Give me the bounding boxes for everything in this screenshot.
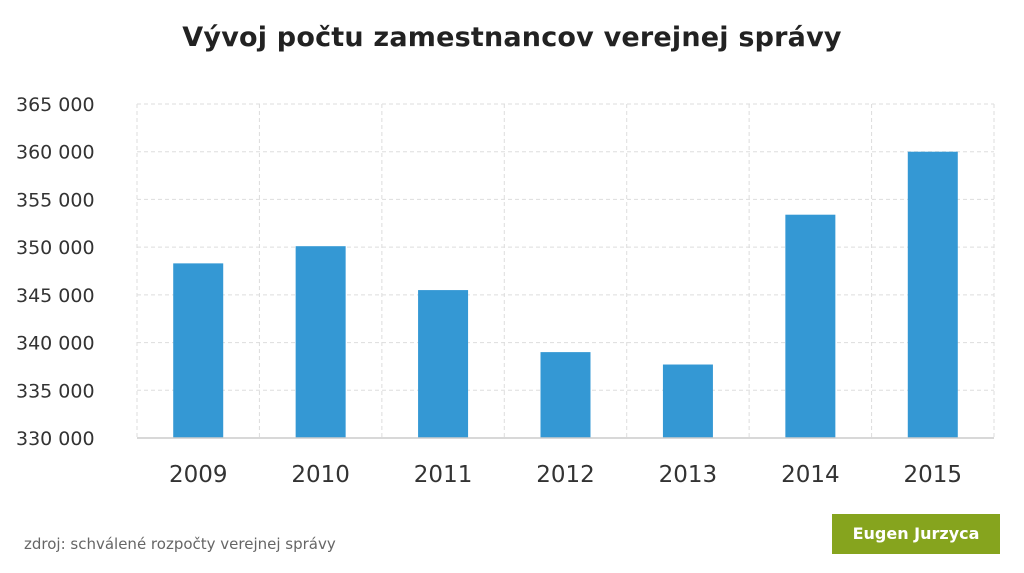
x-tick-label: 2009	[169, 462, 228, 488]
y-tick-label: 345 000	[16, 285, 95, 307]
x-tick-label: 2011	[414, 462, 473, 488]
y-tick-label: 350 000	[16, 237, 95, 259]
y-axis: 330 000 335 000 340 000 345 000 350 000 355 0…	[16, 94, 95, 450]
bar-2014	[785, 214, 836, 438]
author-badge: Eugen Jurzyca	[832, 514, 1000, 554]
bar-2011	[418, 290, 469, 438]
grid-lines	[136, 103, 995, 438]
bar-2010	[295, 246, 346, 438]
bar-2009	[173, 263, 224, 438]
x-axis: 2009 2010 2011 2012 2013 2014 2015	[137, 437, 994, 488]
source-note: zdroj: schválené rozpočty verejnej správ…	[24, 535, 336, 553]
y-tick-label: 340 000	[16, 333, 95, 355]
bar-2013	[662, 364, 713, 438]
chart-title: Vývoj počtu zamestnancov verejnej správy	[182, 22, 842, 53]
y-tick-label: 330 000	[16, 428, 95, 450]
bar-2012	[540, 352, 591, 438]
y-tick-label: 355 000	[16, 189, 95, 211]
x-tick-label: 2014	[781, 462, 840, 488]
bar-2015	[907, 151, 958, 438]
y-tick-label: 335 000	[16, 380, 95, 402]
x-tick-label: 2015	[904, 462, 963, 488]
x-tick-label: 2010	[291, 462, 350, 488]
y-tick-label: 365 000	[16, 94, 95, 116]
x-tick-label: 2013	[659, 462, 718, 488]
x-tick-label: 2012	[536, 462, 595, 488]
y-tick-label: 360 000	[16, 142, 95, 164]
bars	[173, 151, 958, 438]
